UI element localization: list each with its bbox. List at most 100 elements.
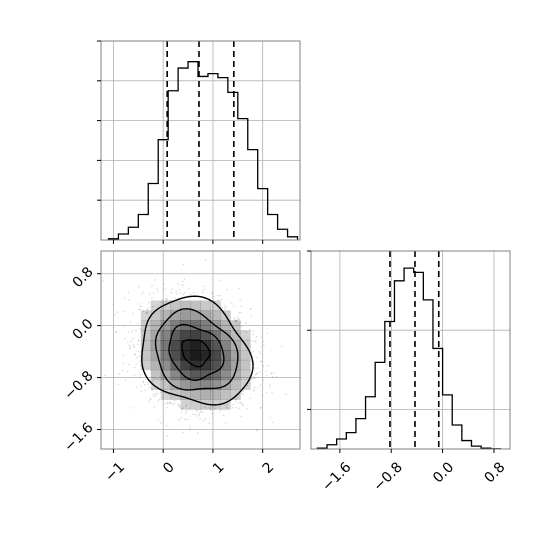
density-cell: [190, 310, 201, 321]
density-cell: [160, 389, 172, 400]
joint-frame: [100, 250, 301, 450]
x-histogram-ticks: [97, 40, 264, 244]
density-cell: [210, 310, 221, 321]
density-cell: [180, 310, 191, 321]
density-cell: [160, 330, 172, 341]
density-cell: [170, 320, 181, 331]
density-cell: [140, 330, 152, 341]
density-cell: [140, 359, 152, 371]
density-cell: [160, 300, 172, 311]
density-cell: [200, 300, 211, 311]
density-cell: [150, 369, 162, 381]
density-cell: [240, 369, 251, 381]
density-cell: [180, 300, 191, 311]
density-cell: [170, 340, 181, 351]
density-cell: [200, 399, 211, 410]
y-histogram-quantile-lines: [389, 251, 440, 449]
x-histogram-quantile-lines: [166, 41, 235, 240]
density-cell: [200, 389, 211, 400]
hist-x-histogram-outline: [107, 61, 299, 240]
density-cell: [200, 369, 211, 381]
density-cell: [220, 330, 231, 341]
density-cell: [210, 340, 221, 351]
joint-contour-0: [181, 339, 211, 368]
density-cell: [200, 330, 211, 341]
density-cell: [200, 379, 211, 390]
density-cell: [230, 330, 241, 341]
density-cell: [220, 340, 231, 351]
density-cell: [190, 369, 201, 381]
density-cell: [140, 310, 152, 321]
density-cell: [210, 330, 221, 341]
joint-contour-3: [141, 295, 254, 406]
density-cell: [150, 350, 162, 361]
density-cell: [180, 340, 191, 351]
density-cell: [200, 350, 211, 361]
density-cell: [160, 350, 172, 361]
density-cell: [180, 389, 191, 400]
density-cell: [170, 310, 181, 321]
density-cell: [220, 399, 231, 410]
density-cell: [150, 359, 162, 371]
density-cell: [230, 320, 241, 331]
density-cell: [230, 379, 241, 390]
density-cell: [150, 310, 162, 321]
joint-contour-2: [154, 308, 239, 391]
density-cell: [150, 379, 162, 390]
density-cell: [220, 320, 231, 331]
density-cell: [180, 350, 191, 361]
density-cell: [230, 350, 241, 361]
density-cell: [210, 369, 221, 381]
density-cell: [190, 300, 201, 311]
x-histogram-bars: [107, 61, 299, 240]
density-cell: [160, 359, 172, 371]
density-cell: [220, 369, 231, 381]
density-cell: [160, 310, 172, 321]
density-cell: [180, 369, 191, 381]
x-histogram-frame: [100, 40, 301, 241]
x-marginal-histogram: [97, 40, 301, 244]
density-cell: [190, 359, 201, 371]
density-cell: [240, 330, 251, 341]
density-cell: [220, 389, 231, 400]
density-cell: [230, 389, 241, 400]
density-cell: [150, 320, 162, 331]
density-cell: [190, 340, 201, 351]
density-cell: [210, 359, 221, 371]
density-cell: [140, 350, 152, 361]
density-cell: [180, 399, 191, 410]
density-cell: [170, 350, 181, 361]
density-cell: [220, 359, 231, 371]
density-cell: [180, 359, 191, 371]
density-cell: [210, 379, 221, 390]
y-histogram-bars: [316, 267, 502, 450]
density-cell: [160, 369, 172, 381]
density-cell: [170, 330, 181, 341]
density-cell: [180, 320, 191, 331]
density-cell: [140, 340, 152, 351]
density-cell: [170, 379, 181, 390]
hist-y-histogram-outline: [316, 267, 502, 450]
density-cell: [210, 350, 221, 361]
density-cell: [190, 389, 201, 400]
density-cell: [200, 359, 211, 371]
density-cell: [160, 340, 172, 351]
density-cell: [220, 350, 231, 361]
density-cell: [170, 369, 181, 381]
y-histogram-frame: [310, 250, 511, 450]
density-cell: [230, 359, 241, 371]
density-cell: [150, 330, 162, 341]
density-cell: [190, 330, 201, 341]
density-cell: [180, 330, 191, 341]
density-cell: [190, 379, 201, 390]
density-cell: [230, 369, 241, 381]
density-cell: [200, 320, 211, 331]
density-cell: [170, 300, 181, 311]
density-cell: [200, 310, 211, 321]
density-cell: [240, 359, 251, 371]
density-cell: [190, 350, 201, 361]
density-cell: [160, 320, 172, 331]
density-cell: [180, 379, 191, 390]
joint-contours: [141, 295, 254, 406]
